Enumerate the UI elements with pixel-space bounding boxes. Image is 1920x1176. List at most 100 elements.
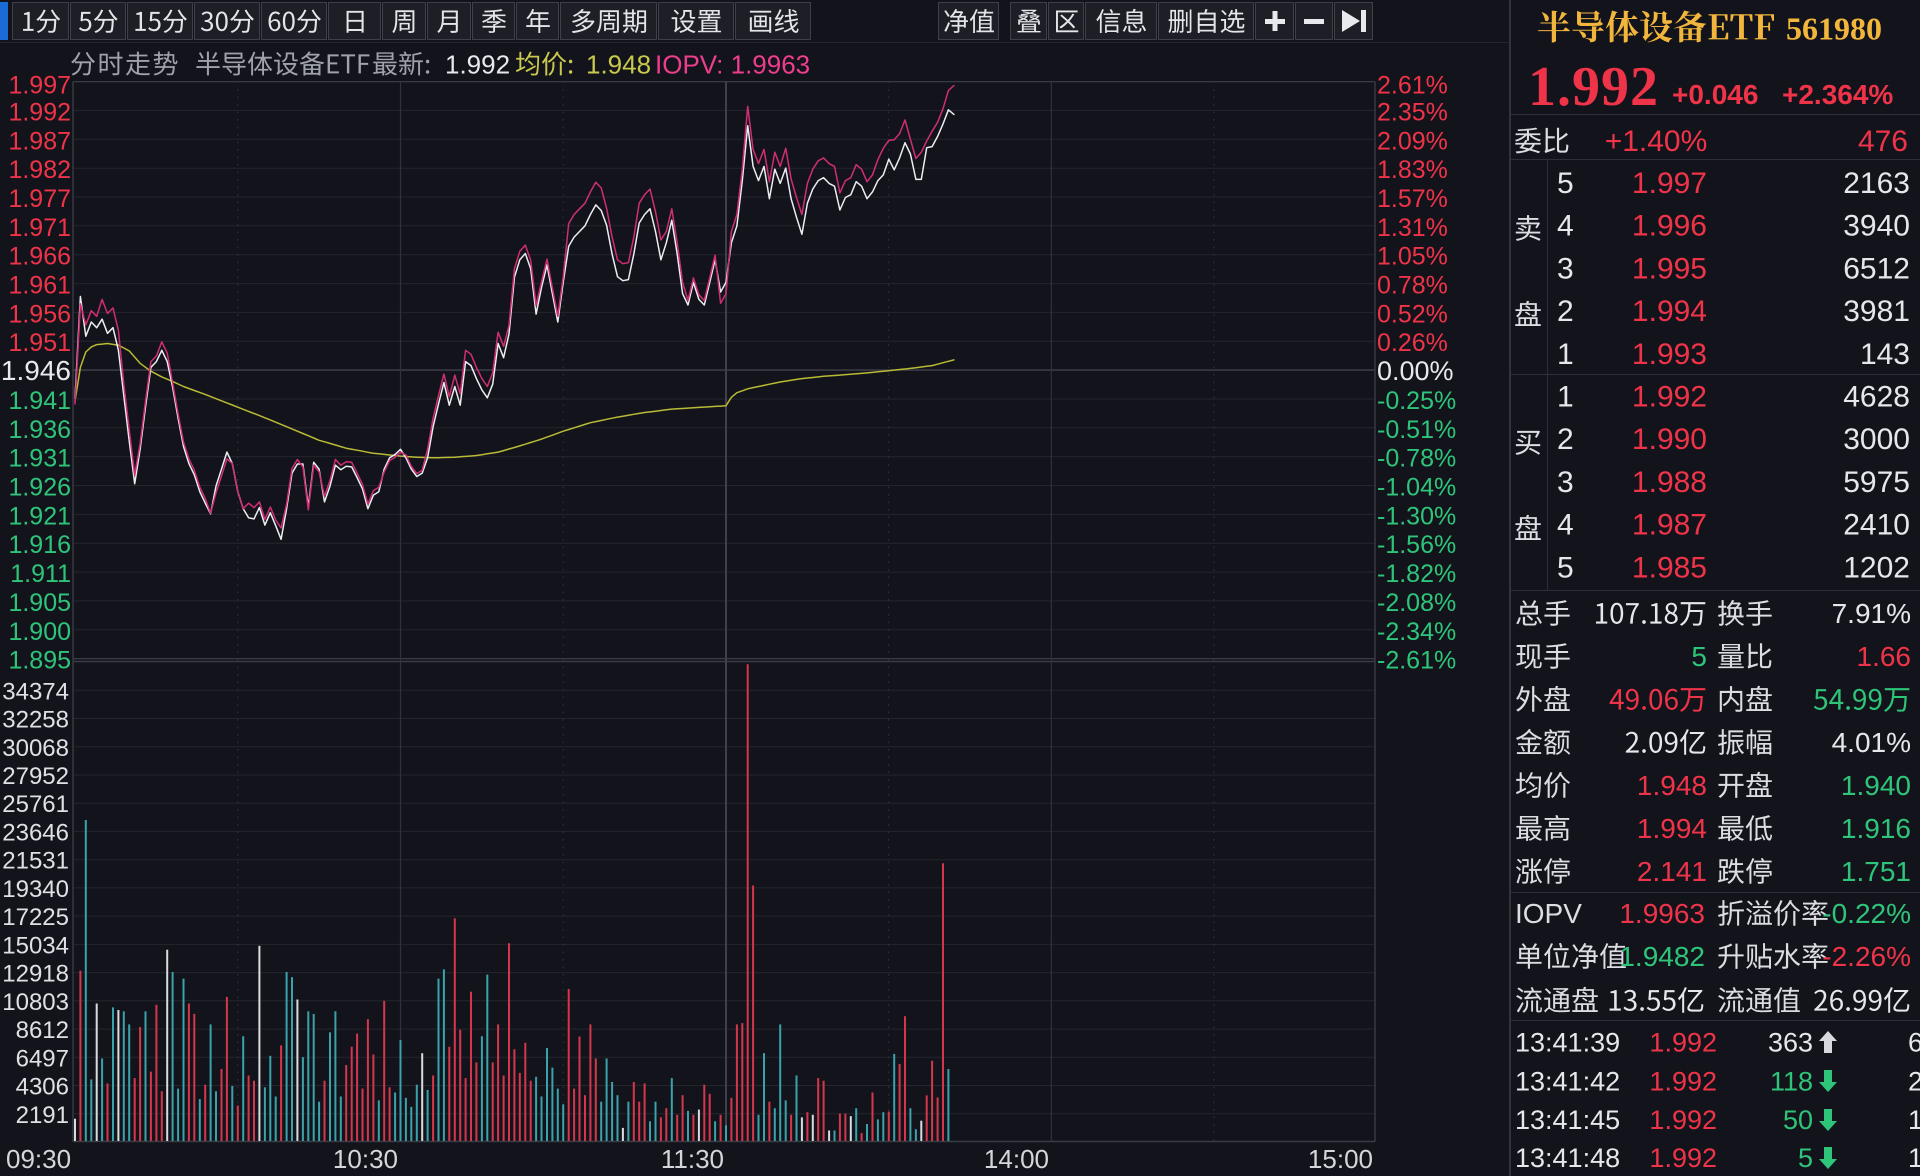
svg-text:476: 476 (1858, 125, 1908, 158)
svg-text:50: 50 (1783, 1105, 1813, 1135)
svg-text:1.900: 1.900 (8, 618, 71, 646)
svg-text:IOPV: IOPV (1515, 898, 1582, 929)
svg-text:15:00: 15:00 (1308, 1144, 1373, 1174)
svg-text:4: 4 (1557, 210, 1574, 243)
svg-text:1.992: 1.992 (1632, 381, 1707, 414)
svg-text:1.992: 1.992 (1528, 56, 1659, 118)
svg-text:118: 118 (1770, 1067, 1813, 1097)
svg-text:15034: 15034 (2, 932, 69, 959)
svg-text:1.995: 1.995 (1632, 252, 1707, 285)
svg-text:6: 6 (1908, 1028, 1920, 1058)
svg-text:2.09%: 2.09% (1377, 127, 1448, 155)
svg-text:6512: 6512 (1843, 252, 1910, 285)
svg-text:1: 1 (1908, 1143, 1920, 1173)
svg-text:1.951: 1.951 (8, 329, 71, 357)
svg-text:5975: 5975 (1843, 466, 1910, 499)
svg-text:0.00%: 0.00% (1377, 356, 1454, 386)
svg-text:1.31%: 1.31% (1377, 214, 1448, 242)
svg-text:4306: 4306 (16, 1074, 69, 1101)
svg-text:2.141: 2.141 (1637, 856, 1707, 887)
svg-text:12918: 12918 (2, 961, 69, 988)
svg-text:1.994: 1.994 (1637, 813, 1707, 844)
svg-text:5: 5 (1557, 551, 1574, 584)
svg-text:11:30: 11:30 (661, 1144, 724, 1174)
svg-text:1.987: 1.987 (1632, 509, 1707, 542)
svg-text:-1.30%: -1.30% (1377, 502, 1456, 530)
svg-text:2.61%: 2.61% (1377, 72, 1448, 100)
svg-text:+1.40%: +1.40% (1605, 125, 1708, 158)
svg-text:1.992: 1.992 (1649, 1028, 1717, 1058)
svg-text:4628: 4628 (1843, 381, 1910, 414)
svg-text:1.985: 1.985 (1632, 551, 1707, 584)
svg-text:1: 1 (1557, 338, 1574, 371)
svg-text:-0.78%: -0.78% (1377, 445, 1456, 473)
svg-text:1.982: 1.982 (8, 156, 71, 184)
svg-text:5: 5 (1691, 641, 1707, 672)
svg-text:1.971: 1.971 (8, 214, 71, 242)
svg-text:1.916: 1.916 (8, 531, 71, 559)
svg-text:1.911: 1.911 (10, 560, 71, 588)
svg-text:1.966: 1.966 (8, 243, 71, 271)
svg-text:25761: 25761 (2, 791, 69, 818)
svg-text:1.83%: 1.83% (1377, 156, 1448, 184)
svg-text:10803: 10803 (2, 989, 69, 1016)
svg-text:1.921: 1.921 (8, 502, 71, 530)
svg-text:1.992: 1.992 (1649, 1143, 1717, 1173)
svg-text:2: 2 (1557, 295, 1574, 328)
svg-text:6497: 6497 (16, 1045, 69, 1072)
svg-text:3: 3 (1557, 252, 1574, 285)
svg-text:1.931: 1.931 (8, 445, 71, 473)
svg-text:-2.08%: -2.08% (1377, 589, 1456, 617)
svg-text:30068: 30068 (2, 735, 69, 762)
svg-text:23646: 23646 (2, 819, 69, 846)
svg-text:2191: 2191 (16, 1102, 69, 1129)
svg-text:4.01%: 4.01% (1832, 727, 1911, 758)
svg-text:27952: 27952 (2, 763, 69, 790)
svg-text:1.940: 1.940 (1841, 770, 1911, 801)
svg-text:13:41:39: 13:41:39 (1515, 1028, 1620, 1058)
svg-text:1.05%: 1.05% (1377, 243, 1448, 271)
svg-text:34374: 34374 (2, 678, 69, 705)
svg-text:1.926: 1.926 (8, 474, 71, 502)
svg-text:-1.56%: -1.56% (1377, 531, 1456, 559)
svg-text:1.9482: 1.9482 (1619, 941, 1705, 972)
svg-text:3: 3 (1557, 466, 1574, 499)
svg-text:1202: 1202 (1843, 551, 1910, 584)
svg-text:1.956: 1.956 (8, 300, 71, 328)
svg-text:2: 2 (1908, 1067, 1920, 1097)
svg-text:363: 363 (1768, 1028, 1813, 1058)
svg-text:1.936: 1.936 (8, 416, 71, 444)
svg-text:1.993: 1.993 (1632, 338, 1707, 371)
svg-text:1.9963: 1.9963 (1619, 898, 1705, 929)
svg-text:-1.04%: -1.04% (1377, 474, 1456, 502)
svg-text:14:00: 14:00 (984, 1144, 1049, 1174)
svg-text:0.52%: 0.52% (1377, 300, 1448, 328)
svg-text:1.990: 1.990 (1632, 423, 1707, 456)
svg-text:19340: 19340 (2, 876, 69, 903)
svg-text:21531: 21531 (2, 848, 69, 875)
svg-text:1.992: 1.992 (8, 98, 71, 126)
svg-text:561980: 561980 (1786, 10, 1882, 46)
svg-text:13:41:45: 13:41:45 (1515, 1105, 1620, 1135)
svg-text:1.977: 1.977 (8, 185, 71, 213)
svg-text:2: 2 (1557, 423, 1574, 456)
svg-text:-2.26%: -2.26% (1822, 941, 1911, 972)
svg-text:1.948: 1.948 (1637, 770, 1707, 801)
svg-text:1.992: 1.992 (1649, 1067, 1717, 1097)
svg-text:09:30: 09:30 (6, 1144, 71, 1174)
svg-text:1.946: 1.946 (1, 355, 71, 386)
svg-text:-0.22%: -0.22% (1822, 898, 1911, 929)
svg-text:143: 143 (1860, 338, 1910, 371)
svg-text:2163: 2163 (1843, 167, 1910, 200)
svg-text:IOPV: 1.9963: IOPV: 1.9963 (655, 49, 810, 79)
svg-text:1.751: 1.751 (1841, 856, 1911, 887)
svg-text:0.26%: 0.26% (1377, 329, 1448, 357)
svg-text:1.988: 1.988 (1632, 466, 1707, 499)
svg-text:-0.51%: -0.51% (1377, 416, 1456, 444)
svg-text:2410: 2410 (1843, 509, 1910, 542)
svg-text:3940: 3940 (1843, 210, 1910, 243)
svg-text:4: 4 (1557, 509, 1574, 542)
svg-text:-2.61%: -2.61% (1377, 647, 1456, 675)
svg-text:17225: 17225 (2, 904, 69, 931)
svg-text:0.78%: 0.78% (1377, 272, 1448, 300)
